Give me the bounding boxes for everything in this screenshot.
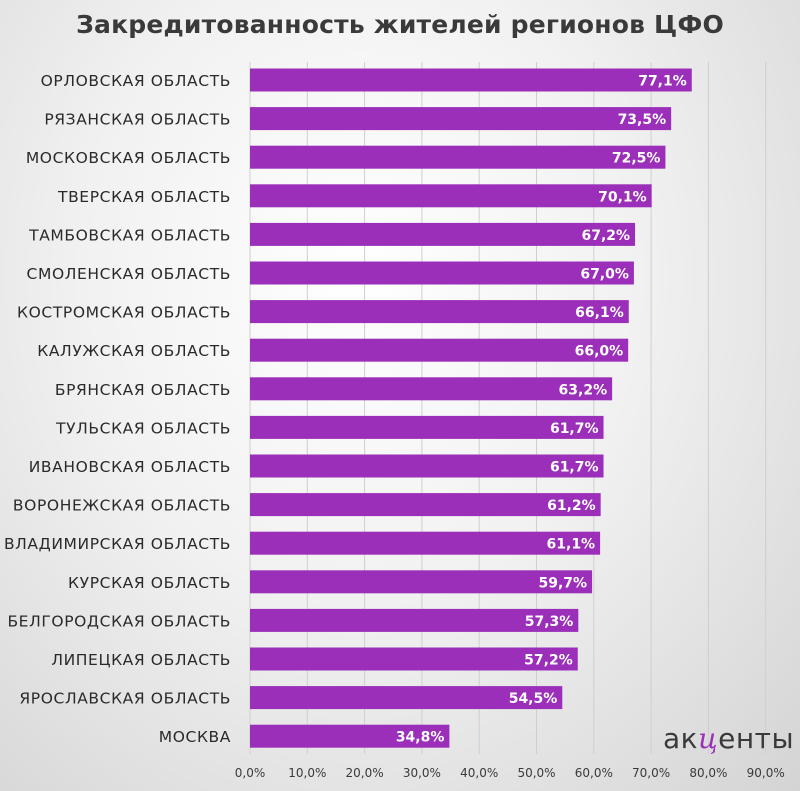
category-label: ТАМБОВСКАЯ ОБЛАСТЬ <box>28 226 231 244</box>
category-label: РЯЗАНСКАЯ ОБЛАСТЬ <box>44 111 231 129</box>
category-label: ОРЛОВСКАЯ ОБЛАСТЬ <box>41 72 231 90</box>
value-label: 70,1% <box>598 189 647 205</box>
x-tick-label: 80,0% <box>689 766 727 780</box>
value-label: 67,0% <box>580 267 629 283</box>
bar <box>250 724 450 748</box>
bar <box>250 608 579 632</box>
category-label: МОСКВА <box>159 728 231 746</box>
bar <box>250 531 601 555</box>
category-label: ЯРОСЛАВСКАЯ ОБЛАСТЬ <box>19 690 231 708</box>
bar <box>250 647 578 671</box>
x-tick-label: 40,0% <box>460 766 498 780</box>
bars <box>250 68 692 748</box>
x-tick-label: 0,0% <box>235 766 266 780</box>
category-label: МОСКОВСКАЯ ОБЛАСТЬ <box>26 149 231 167</box>
x-tick-label: 20,0% <box>346 766 384 780</box>
bar <box>250 686 563 710</box>
value-label: 77,1% <box>638 74 687 90</box>
x-tick-label: 50,0% <box>517 766 555 780</box>
value-label: 66,1% <box>575 305 624 321</box>
bar <box>250 415 604 439</box>
value-label: 61,7% <box>550 460 599 476</box>
value-label: 73,5% <box>618 112 667 128</box>
x-tick-label: 30,0% <box>403 766 441 780</box>
value-label: 61,7% <box>550 421 599 437</box>
category-label: КОСТРОМСКАЯ ОБЛАСТЬ <box>17 304 231 322</box>
x-tick-label: 90,0% <box>747 766 785 780</box>
value-label: 34,8% <box>396 730 445 746</box>
aktsenty-logo: акценты <box>663 722 794 755</box>
category-labels: ОРЛОВСКАЯ ОБЛАСТЬ РЯЗАНСКАЯ ОБЛАСТЬ МОСКОВ… <box>4 72 231 746</box>
logo-prefix: ак <box>663 722 699 755</box>
gridlines <box>249 62 767 754</box>
value-label: 59,7% <box>539 575 588 591</box>
category-label: ТУЛЬСКАЯ ОБЛАСТЬ <box>55 419 231 437</box>
x-tick-label: 60,0% <box>575 766 613 780</box>
value-label: 66,0% <box>575 344 624 360</box>
bar <box>250 107 672 131</box>
category-label: ВЛАДИМИРСКАЯ ОБЛАСТЬ <box>4 535 231 553</box>
bar <box>250 184 652 208</box>
category-label: СМОЛЕНСКАЯ ОБЛАСТЬ <box>27 265 231 283</box>
value-label: 57,2% <box>524 653 573 669</box>
bar <box>250 570 593 594</box>
value-labels: 77,1% 73,5% 72,5% 70,1% 67,2% 67,0% 66,1% 66,0%… <box>396 74 687 746</box>
value-label: 63,2% <box>559 382 608 398</box>
bar <box>250 338 629 362</box>
category-label: ИВАНОВСКАЯ ОБЛАСТЬ <box>29 458 231 476</box>
bar <box>250 300 629 324</box>
x-axis-tick-labels: 0,0% 10,0% 20,0% 30,0% 40,0% 50,0% 60,0% 70,0% 8… <box>235 766 785 780</box>
chart-title: Закредитованность жителей регионов ЦФО <box>76 10 724 39</box>
logo-suffix: енты <box>718 722 795 755</box>
category-label: ЛИПЕЦКАЯ ОБЛАСТЬ <box>51 651 231 669</box>
bar <box>250 493 601 517</box>
x-tick-label: 10,0% <box>288 766 326 780</box>
category-label: КАЛУЖСКАЯ ОБЛАСТЬ <box>37 342 231 360</box>
bar <box>250 454 604 478</box>
value-label: 61,2% <box>547 498 596 514</box>
value-label: 72,5% <box>612 151 661 167</box>
category-label: БРЯНСКАЯ ОБЛАСТЬ <box>55 381 231 399</box>
logo-accent: ц <box>698 722 719 755</box>
bar <box>250 261 634 285</box>
value-label: 57,3% <box>525 614 574 630</box>
category-label: БЕЛГОРОДСКАЯ ОБЛАСТЬ <box>7 612 231 630</box>
value-label: 61,1% <box>547 537 596 553</box>
category-label: КУРСКАЯ ОБЛАСТЬ <box>68 574 231 592</box>
value-label: 54,5% <box>509 691 558 707</box>
bar <box>250 377 613 401</box>
bar <box>250 145 666 169</box>
category-label: ТВЕРСКАЯ ОБЛАСТЬ <box>57 188 231 206</box>
x-tick-label: 70,0% <box>632 766 670 780</box>
bar <box>250 68 692 92</box>
bar <box>250 222 636 246</box>
category-label: ВОРОНЕЖСКАЯ ОБЛАСТЬ <box>13 497 231 515</box>
value-label: 67,2% <box>581 228 630 244</box>
